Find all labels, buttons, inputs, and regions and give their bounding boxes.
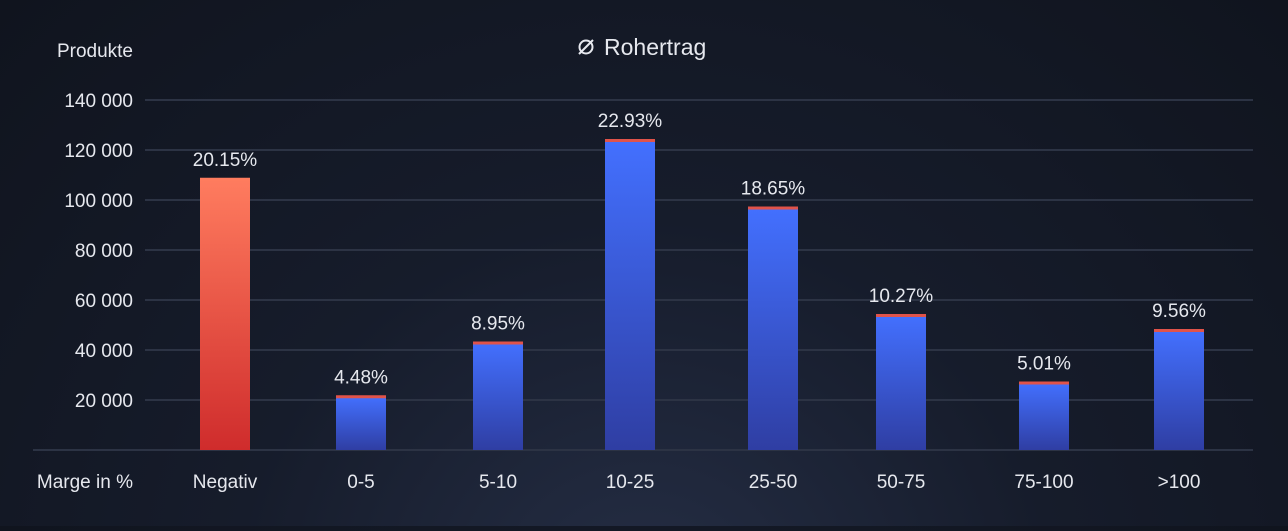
- x-tick-label: 50-75: [877, 472, 926, 493]
- bar[interactable]: [336, 396, 386, 450]
- data-label: 10.27%: [869, 286, 934, 307]
- bars: [200, 139, 1204, 450]
- average-icon: [578, 39, 594, 55]
- bar-cap: [200, 177, 250, 181]
- bar-cap: [748, 206, 798, 210]
- bar-cap: [1019, 381, 1069, 385]
- data-label: 8.95%: [471, 314, 525, 335]
- y-tick-label: 140 000: [64, 91, 133, 112]
- x-tick-label: 75-100: [1014, 472, 1073, 493]
- data-label: 22.93%: [598, 111, 663, 132]
- data-label: 20.15%: [193, 150, 258, 171]
- y-tick-label: 40 000: [75, 341, 133, 362]
- x-tick-label: 25-50: [749, 472, 798, 493]
- bar[interactable]: [1019, 382, 1069, 451]
- bar[interactable]: [605, 140, 655, 450]
- chart-title: Rohertrag: [578, 34, 706, 60]
- data-label: 5.01%: [1017, 354, 1071, 375]
- x-tick-label: 0-5: [347, 472, 374, 493]
- chart-title-text: Rohertrag: [604, 34, 706, 60]
- bar[interactable]: [748, 207, 798, 451]
- bar-cap: [605, 139, 655, 142]
- data-label: 4.48%: [334, 367, 388, 388]
- labels: 20 000 40 000 60 000 80 000 100 000 120 000 14…: [64, 91, 1206, 493]
- x-tick-label: Negativ: [193, 472, 258, 493]
- bar[interactable]: [1154, 330, 1204, 450]
- x-tick-label: >100: [1158, 472, 1201, 493]
- y-tick-label: 100 000: [64, 191, 133, 212]
- y-axis-label: Produkte: [57, 41, 133, 62]
- data-label: 18.65%: [741, 179, 806, 200]
- x-tick-label: 5-10: [479, 472, 517, 493]
- x-axis-label: Marge in %: [37, 472, 133, 493]
- x-tick-label: 10-25: [606, 472, 655, 493]
- bar-cap: [336, 395, 386, 399]
- y-tick-label: 80 000: [75, 241, 133, 262]
- bar[interactable]: [876, 315, 926, 450]
- y-tick-label: 120 000: [64, 141, 133, 162]
- bar-cap: [876, 314, 926, 317]
- bar[interactable]: [200, 178, 250, 450]
- gridlines: [33, 99, 1253, 451]
- y-tick-label: 60 000: [75, 291, 133, 312]
- y-tick-label: 20 000: [75, 391, 133, 412]
- bar[interactable]: [473, 342, 523, 451]
- bar-cap: [473, 341, 523, 345]
- data-label: 9.56%: [1152, 301, 1206, 322]
- bar-cap: [1154, 329, 1204, 332]
